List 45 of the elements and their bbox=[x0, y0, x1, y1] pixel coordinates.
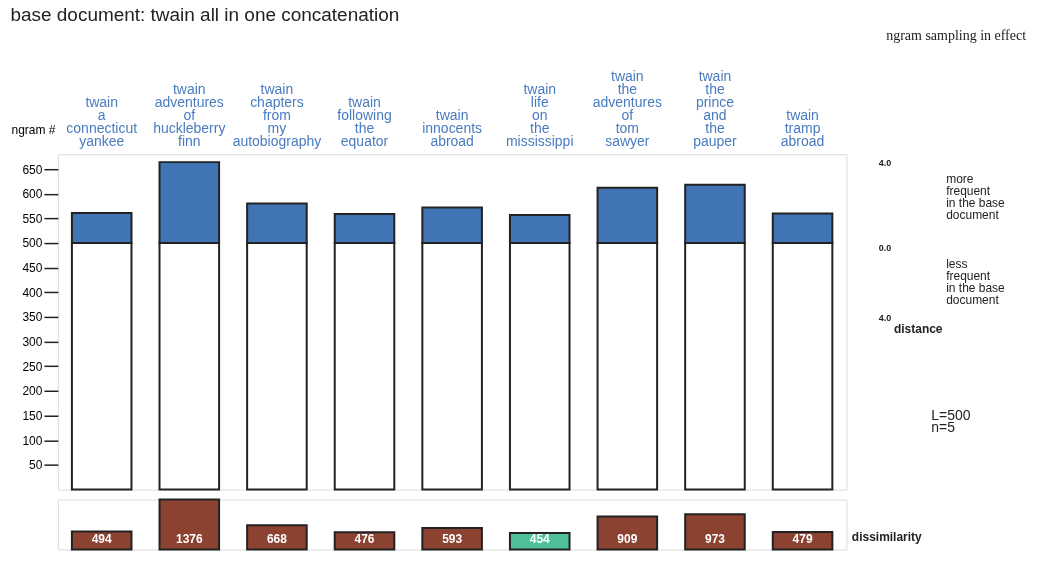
y-tick-label: 400 bbox=[22, 285, 43, 300]
bar bbox=[158, 498, 221, 551]
y-tick-label: 350 bbox=[22, 310, 43, 325]
y-tick-label: 100 bbox=[22, 433, 43, 448]
text: less frequent in the base document bbox=[946, 257, 1006, 307]
data-label: 494 bbox=[91, 532, 113, 547]
x-tick-label: twain the prince and the pauper bbox=[693, 68, 738, 150]
data-label: 476 bbox=[354, 532, 375, 547]
x-tick-label: twain adventures of huckleberry finn bbox=[153, 81, 226, 150]
color-bar-title: distance bbox=[893, 321, 943, 336]
y-axis-title: dissimilarity bbox=[851, 529, 923, 544]
y-tick-label: 50 bbox=[29, 458, 43, 473]
text: more frequent in the base document bbox=[946, 172, 1006, 223]
text: 4.0 bbox=[878, 158, 892, 169]
bar bbox=[684, 513, 746, 551]
data-label: 909 bbox=[617, 532, 638, 547]
y-tick-label: 500 bbox=[22, 236, 43, 251]
x-tick-label: twain the adventures of tom sawyer bbox=[592, 68, 662, 150]
x-tick-label: twain following the equator bbox=[337, 94, 392, 150]
text: L=500 bbox=[931, 406, 971, 423]
y-axis-title: ngram # bbox=[11, 122, 56, 137]
x-tick-label: twain life on the mississippi bbox=[505, 81, 574, 150]
data-label: 973 bbox=[704, 532, 726, 547]
data-label: 1376 bbox=[175, 532, 203, 547]
data-label: 454 bbox=[529, 532, 551, 547]
data-label: 593 bbox=[442, 532, 463, 547]
text: 0.0 bbox=[878, 243, 892, 254]
data-label: 668 bbox=[266, 532, 288, 547]
y-tick-label: 250 bbox=[22, 359, 43, 374]
bar bbox=[246, 524, 308, 551]
text: ngram sampling in effect bbox=[886, 28, 1027, 44]
data-label: 479 bbox=[792, 532, 813, 547]
y-tick-label: 550 bbox=[22, 211, 43, 226]
chart-title: base document: twain all in one concatenation bbox=[10, 3, 400, 25]
y-tick-label: 450 bbox=[22, 261, 43, 276]
x-tick-label: twain a connecticut yankee bbox=[66, 94, 138, 150]
x-tick-label: twain chapters from my autobiography bbox=[232, 81, 322, 150]
y-tick-label: 150 bbox=[22, 409, 43, 424]
x-tick-label: twain tramp abroad bbox=[780, 107, 825, 150]
y-tick-label: 600 bbox=[22, 187, 43, 202]
text: 4.0 bbox=[878, 312, 892, 323]
y-tick-label: 200 bbox=[22, 384, 43, 399]
y-tick-label: 300 bbox=[22, 335, 43, 350]
y-tick-label: 650 bbox=[22, 162, 43, 177]
x-tick-label: twain innocents abroad bbox=[422, 107, 483, 150]
